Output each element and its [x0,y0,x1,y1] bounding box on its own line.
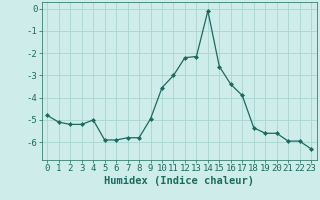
X-axis label: Humidex (Indice chaleur): Humidex (Indice chaleur) [104,176,254,186]
